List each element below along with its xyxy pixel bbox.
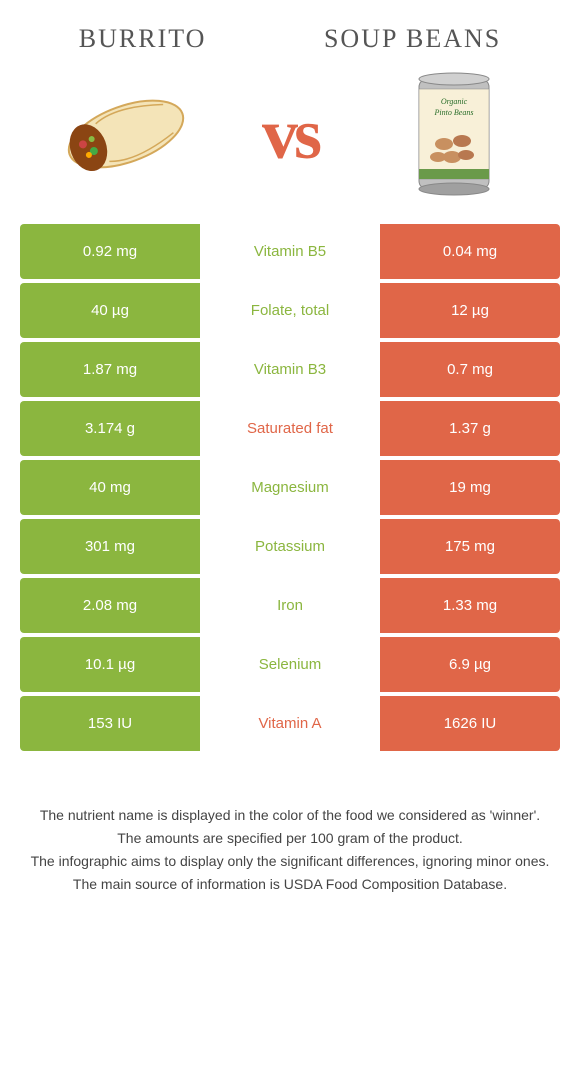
value-right: 19 mg [380, 460, 560, 515]
table-row: 0.92 mgVitamin B50.04 mg [20, 224, 560, 279]
value-right: 12 µg [380, 283, 560, 338]
table-row: 40 mgMagnesium19 mg [20, 460, 560, 515]
nutrient-table: 0.92 mgVitamin B50.04 mg40 µgFolate, tot… [20, 224, 560, 751]
footnote-line: The infographic aims to display only the… [20, 851, 560, 872]
footnote-line: The main source of information is USDA F… [20, 874, 560, 895]
value-right: 175 mg [380, 519, 560, 574]
value-right: 1.33 mg [380, 578, 560, 633]
value-right: 1.37 g [380, 401, 560, 456]
burrito-icon [44, 68, 206, 200]
value-left: 40 µg [20, 283, 200, 338]
nutrient-name: Magnesium [200, 460, 380, 515]
value-left: 2.08 mg [20, 578, 200, 633]
value-right: 0.7 mg [380, 342, 560, 397]
food-title-right: Soup beans [324, 24, 501, 54]
value-left: 301 mg [20, 519, 200, 574]
value-left: 3.174 g [20, 401, 200, 456]
svg-text:Organic: Organic [441, 97, 468, 106]
value-left: 10.1 µg [20, 637, 200, 692]
value-left: 0.92 mg [20, 224, 200, 279]
value-left: 40 mg [20, 460, 200, 515]
nutrient-name: Iron [200, 578, 380, 633]
nutrient-name: Vitamin A [200, 696, 380, 751]
table-row: 1.87 mgVitamin B30.7 mg [20, 342, 560, 397]
nutrient-name: Saturated fat [200, 401, 380, 456]
table-row: 10.1 µgSelenium6.9 µg [20, 637, 560, 692]
svg-text:Pinto Beans: Pinto Beans [434, 108, 474, 117]
header-row: Burrito Soup beans [0, 0, 580, 64]
value-right: 6.9 µg [380, 637, 560, 692]
value-left: 153 IU [20, 696, 200, 751]
table-row: 301 mgPotassium175 mg [20, 519, 560, 574]
table-row: 2.08 mgIron1.33 mg [20, 578, 560, 633]
can-icon: Organic Pinto Beans [404, 69, 504, 199]
value-right: 1626 IU [380, 696, 560, 751]
value-left: 1.87 mg [20, 342, 200, 397]
footnote-line: The nutrient name is displayed in the co… [20, 805, 560, 826]
soup-beans-image: Organic Pinto Beans [379, 74, 529, 194]
vs-text: vs [262, 93, 318, 176]
burrito-image [51, 74, 201, 194]
table-row: 40 µgFolate, total12 µg [20, 283, 560, 338]
nutrient-name: Folate, total [200, 283, 380, 338]
table-row: 153 IUVitamin A1626 IU [20, 696, 560, 751]
value-right: 0.04 mg [380, 224, 560, 279]
table-row: 3.174 gSaturated fat1.37 g [20, 401, 560, 456]
nutrient-name: Selenium [200, 637, 380, 692]
footnotes: The nutrient name is displayed in the co… [0, 755, 580, 895]
nutrient-name: Vitamin B5 [200, 224, 380, 279]
nutrient-name: Vitamin B3 [200, 342, 380, 397]
food-title-left: Burrito [79, 24, 207, 54]
footnote-line: The amounts are specified per 100 gram o… [20, 828, 560, 849]
nutrient-name: Potassium [200, 519, 380, 574]
image-row: vs Organic Pinto Beans [0, 64, 580, 224]
